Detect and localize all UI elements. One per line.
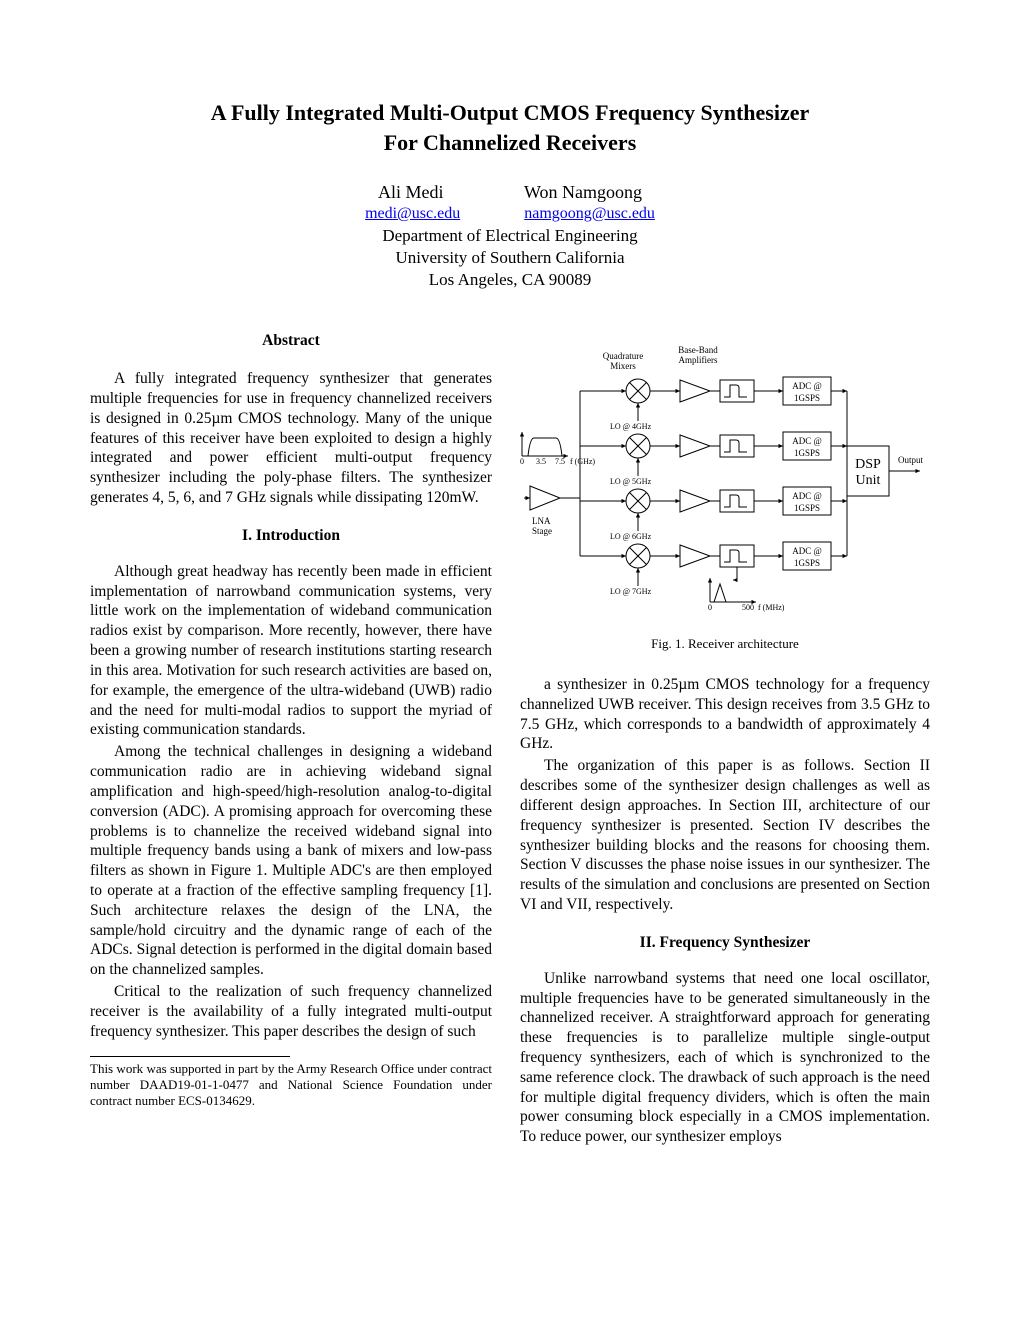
svg-text:Stage: Stage <box>532 526 552 536</box>
svg-text:ADC @: ADC @ <box>792 436 822 446</box>
svg-text:7.5: 7.5 <box>555 457 565 466</box>
author-1: Ali Medi <box>378 182 444 203</box>
abstract-text: A fully integrated frequency synthesizer… <box>90 369 492 508</box>
svg-text:Unit: Unit <box>856 473 881 488</box>
svg-text:Output: Output <box>898 455 924 465</box>
email-link-1[interactable]: medi@usc.edu <box>365 205 460 222</box>
svg-text:f (MHz): f (MHz) <box>758 603 785 612</box>
affil-line-1: Department of Electrical Engineering <box>90 225 930 247</box>
footnote-separator <box>90 1056 290 1057</box>
svg-text:1GSPS: 1GSPS <box>794 503 820 513</box>
section-1-heading: I. Introduction <box>90 526 492 546</box>
figure-1: QuadratureMixers Base-BandAmplifiers 0 3.5 7… <box>520 336 930 626</box>
affil-line-3: Los Angeles, CA 90089 <box>90 269 930 291</box>
paper-title-line2: For Channelized Receivers <box>90 130 930 156</box>
svg-text:1GSPS: 1GSPS <box>794 448 820 458</box>
svg-text:1GSPS: 1GSPS <box>794 393 820 403</box>
left-column: Abstract A fully integrated frequency sy… <box>90 331 492 1149</box>
svg-text:LO @ 7GHz: LO @ 7GHz <box>610 587 652 596</box>
right-para-1: a synthesizer in 0.25µm CMOS technology … <box>520 675 930 754</box>
svg-text:Quadrature: Quadrature <box>603 351 643 361</box>
right-column: QuadratureMixers Base-BandAmplifiers 0 3.5 7… <box>520 331 930 1149</box>
svg-text:LO @ 4GHz: LO @ 4GHz <box>610 422 652 431</box>
svg-text:ADC @: ADC @ <box>792 491 822 501</box>
svg-text:500: 500 <box>742 603 754 612</box>
svg-text:0: 0 <box>708 603 712 612</box>
svg-text:LO @ 6GHz: LO @ 6GHz <box>610 532 652 541</box>
svg-text:DSP: DSP <box>855 457 881 472</box>
svg-text:1GSPS: 1GSPS <box>794 558 820 568</box>
author-2: Won Namgoong <box>524 182 642 203</box>
svg-text:0: 0 <box>520 457 524 466</box>
email-block: medi@usc.edu namgoong@usc.edu <box>90 205 930 223</box>
svg-text:Mixers: Mixers <box>610 361 636 371</box>
affiliation: Department of Electrical Engineering Uni… <box>90 225 930 291</box>
receiver-diagram: QuadratureMixers Base-BandAmplifiers 0 3.5 7… <box>520 336 930 626</box>
svg-text:Amplifiers: Amplifiers <box>679 355 718 365</box>
svg-text:ADC @: ADC @ <box>792 381 822 391</box>
svg-text:Base-Band: Base-Band <box>678 345 718 355</box>
svg-text:LO @ 5GHz: LO @ 5GHz <box>610 477 652 486</box>
intro-para-2: Among the technical challenges in design… <box>90 742 492 980</box>
affil-line-2: University of Southern California <box>90 247 930 269</box>
svg-text:3.5: 3.5 <box>536 457 546 466</box>
section-2-heading: II. Frequency Synthesizer <box>520 933 930 953</box>
svg-text:ADC @: ADC @ <box>792 546 822 556</box>
svg-text:LNA: LNA <box>532 516 551 526</box>
intro-para-3: Critical to the realization of such freq… <box>90 982 492 1041</box>
email-link-2[interactable]: namgoong@usc.edu <box>524 205 655 222</box>
author-block: Ali Medi Won Namgoong <box>90 182 930 203</box>
intro-para-1: Although great headway has recently been… <box>90 562 492 740</box>
right-para-2: The organization of this paper is as fol… <box>520 756 930 915</box>
syn-para-1: Unlike narrowband systems that need one … <box>520 969 930 1147</box>
footnote-text: This work was supported in part by the A… <box>90 1061 492 1110</box>
svg-text:f (GHz): f (GHz) <box>570 457 595 466</box>
abstract-heading: Abstract <box>90 331 492 351</box>
figure-1-caption: Fig. 1. Receiver architecture <box>520 636 930 653</box>
paper-title-line1: A Fully Integrated Multi-Output CMOS Fre… <box>90 100 930 126</box>
